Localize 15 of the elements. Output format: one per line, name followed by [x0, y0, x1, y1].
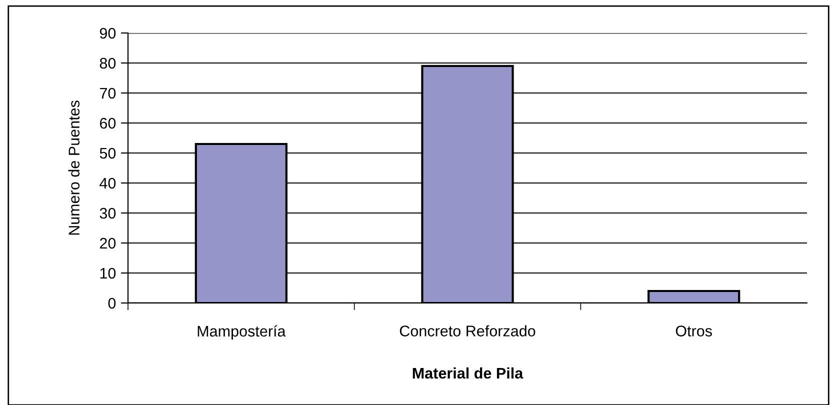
x-tick-label: Otros	[676, 326, 712, 336]
y-tick-label: 80	[100, 58, 116, 69]
y-tick-label: 90	[100, 28, 116, 39]
y-axis-title: Numero de Puentes	[68, 100, 80, 235]
y-tick-label: 30	[100, 208, 116, 219]
y-tick-label: 40	[100, 178, 116, 189]
x-tick-label: Mampostería	[198, 325, 286, 340]
y-tick-label: 10	[100, 268, 116, 279]
x-tick-label: Concreto Reforzado	[400, 325, 536, 336]
x-axis-title: Material de Pila	[412, 367, 524, 379]
y-tick-label: 60	[100, 118, 116, 129]
y-tick-label: 0	[108, 298, 116, 309]
y-tick-label: 50	[100, 148, 116, 159]
y-tick-label: 70	[100, 88, 116, 99]
y-tick-label: 20	[100, 238, 116, 249]
